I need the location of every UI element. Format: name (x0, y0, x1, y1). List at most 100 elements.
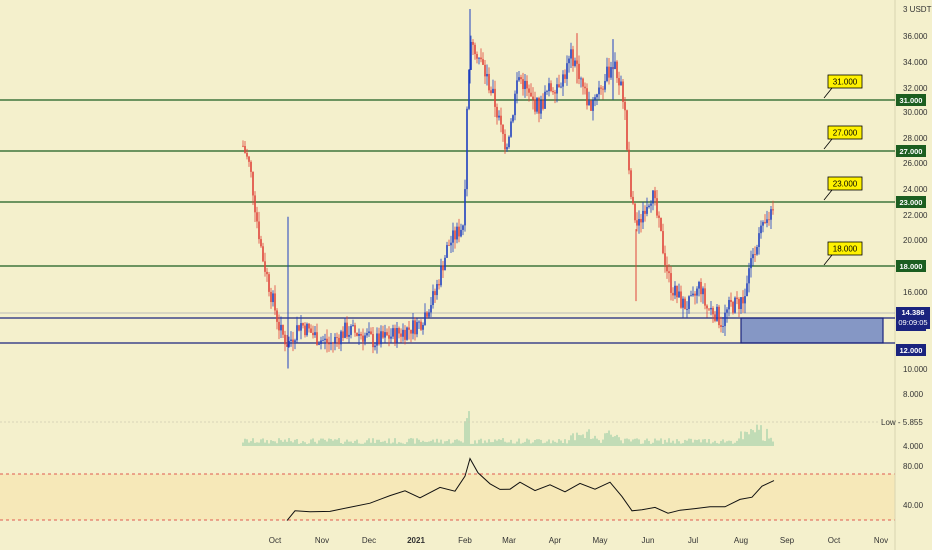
volume-bar (410, 438, 412, 446)
volume-bar (516, 441, 518, 446)
candle-body (686, 309, 688, 310)
candle-body (368, 331, 370, 334)
candle-body (614, 61, 616, 70)
volume-bar (724, 442, 726, 446)
volume-bar (610, 434, 612, 446)
volume-bar (422, 440, 424, 446)
candle-body (434, 291, 436, 296)
volume-bar (332, 440, 334, 446)
volume-bar (390, 443, 392, 446)
candle-body (350, 325, 352, 335)
volume-bar (300, 443, 302, 446)
volume-bar (638, 439, 640, 446)
price-tick: 30.000 (903, 108, 928, 117)
volume-bar (704, 439, 706, 446)
candle-body (654, 190, 656, 199)
candle-body (536, 97, 538, 112)
candle-body (462, 225, 464, 230)
candle-body (512, 115, 514, 122)
candle-body (472, 41, 474, 45)
volume-bar (710, 443, 712, 446)
volume-bar (434, 442, 436, 446)
volume-bar (470, 443, 472, 446)
candle-body (288, 341, 290, 347)
volume-bar (242, 442, 244, 446)
volume-bar (438, 442, 440, 446)
candle-body (766, 219, 768, 223)
candle-body (510, 121, 512, 137)
volume-bar (658, 440, 660, 446)
volume-bar (338, 438, 340, 446)
volume-bar (388, 438, 390, 446)
volume-bar (432, 439, 434, 446)
volume-bar (372, 438, 374, 446)
volume-bar (276, 443, 278, 446)
volume-bar (546, 441, 548, 446)
candle-body (668, 271, 670, 274)
candle-body (554, 92, 556, 94)
volume-bar (690, 438, 692, 446)
candle-body (730, 299, 732, 302)
candle-body (748, 268, 750, 284)
volume-bar (648, 440, 650, 446)
volume-bar (368, 438, 370, 446)
candle-body (400, 333, 402, 337)
candle-body (408, 327, 410, 330)
volume-bar (532, 442, 534, 446)
candle-body (758, 233, 760, 248)
date-tick: 2021 (407, 536, 425, 545)
candle-body (336, 337, 338, 338)
volume-bar (420, 442, 422, 446)
candle-body (692, 293, 694, 296)
volume-bar (474, 440, 476, 446)
candle-body (284, 334, 286, 345)
volume-bar (600, 442, 602, 446)
candle-body (436, 284, 438, 296)
candle-body (268, 274, 270, 292)
candle-body (760, 225, 762, 234)
candle-body (740, 297, 742, 310)
candle-body (738, 299, 740, 310)
volume-bar (548, 439, 550, 446)
candle-body (490, 90, 492, 94)
volume-bar (370, 442, 372, 446)
price-tick: 24.000 (903, 185, 928, 194)
candle-body (768, 219, 770, 221)
volume-bar (274, 441, 276, 446)
candle-body (266, 271, 268, 275)
candle-body (496, 106, 498, 118)
volume-bar (604, 433, 606, 446)
volume-bar (362, 443, 364, 446)
volume-bar (598, 440, 600, 446)
volume-bar (706, 442, 708, 446)
candle-body (610, 67, 612, 78)
volume-bar (560, 440, 562, 446)
candle-body (306, 323, 308, 336)
volume-bar (686, 440, 688, 446)
callout-pointer (823, 189, 833, 201)
candle-body (310, 328, 312, 333)
candle-body (388, 335, 390, 339)
price-tick: 26.000 (903, 159, 928, 168)
volume-bar (378, 439, 380, 446)
candle-body (430, 305, 432, 313)
volume-bar (622, 443, 624, 446)
volume-bar (352, 443, 354, 446)
volume-bar (418, 439, 420, 446)
candle-body (354, 325, 356, 333)
volume-bar (668, 438, 670, 446)
volume-bar (440, 439, 442, 446)
volume-bar (356, 439, 358, 446)
candle-body (746, 283, 748, 297)
volume-bar (446, 441, 448, 446)
volume-bar (692, 442, 694, 446)
candle-body (698, 281, 700, 289)
current-price-label: 14.386 (902, 308, 925, 317)
candle-body (386, 332, 388, 336)
candle-body (678, 291, 680, 298)
candle-body (504, 133, 506, 150)
volume-bar (252, 438, 254, 446)
volume-bar (268, 443, 270, 446)
candle-body (482, 59, 484, 65)
